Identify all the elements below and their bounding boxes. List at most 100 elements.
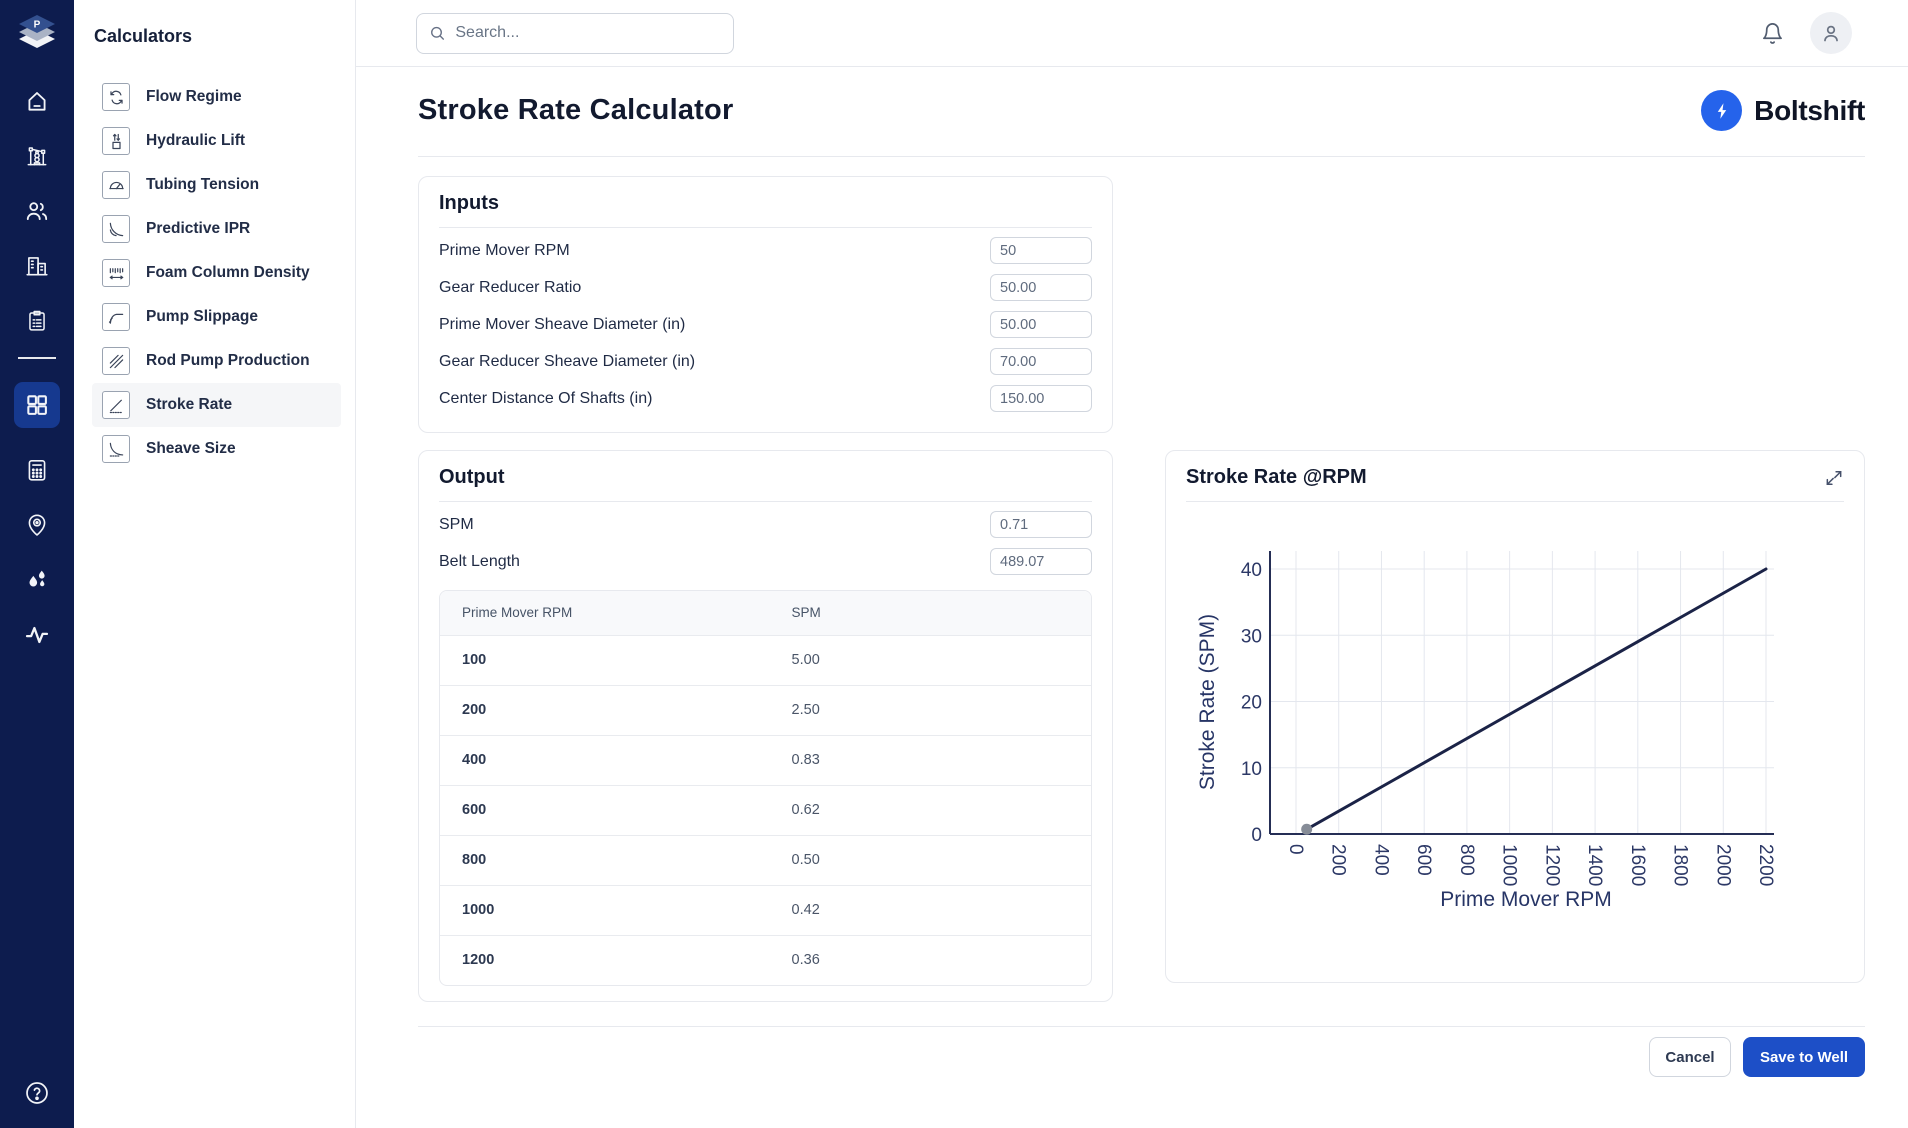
svg-text:Prime Mover RPM: Prime Mover RPM [1440,888,1612,911]
table-row: 200 2.50 [440,684,1091,735]
activity-icon[interactable] [24,622,50,648]
sidebar-item-stroke-rate[interactable]: Stroke Rate [92,383,341,427]
input-field-row: Gear Reducer Sheave Diameter (in) [439,343,1092,380]
footer-divider [418,1026,1865,1027]
output-panel: Output SPM Belt Length Prime Mover RPMSP… [418,450,1113,1002]
rpm-cell: 100 [440,634,792,685]
field-input[interactable] [990,511,1092,538]
spm-cell: 2.50 [791,684,1091,735]
svg-text:10: 10 [1241,759,1262,780]
page-title: Stroke Rate Calculator [418,94,734,126]
svg-text:40: 40 [1241,560,1262,581]
main-area: Stroke Rate Calculator Boltshift Inputs … [356,0,1908,1128]
title-divider [418,156,1865,157]
spm-cell: 0.83 [791,734,1091,785]
pumpjack-icon[interactable] [24,143,50,169]
svg-text:400: 400 [1370,844,1391,876]
user-avatar[interactable] [1810,12,1852,54]
save-to-well-button[interactable]: Save to Well [1743,1037,1865,1077]
user-icon [1824,25,1838,42]
calculator-menu: Flow Regime Hydraulic Lift Tubing Tensio… [92,75,341,471]
svg-text:30: 30 [1241,626,1262,647]
rpm-spm-table: Prime Mover RPM SPM 100 5.00 200 2.50 400… [439,590,1092,986]
field-label: Belt Length [439,552,520,570]
panels-grid: Inputs Prime Mover RPM Gear Reducer Rati… [418,176,1865,1002]
cancel-button[interactable]: Cancel [1649,1037,1731,1077]
sidebar-item-sheave-size[interactable]: Sheave Size [92,427,341,471]
brand-name: Boltshift [1754,94,1865,126]
field-label: SPM [439,515,474,533]
map-pin-icon[interactable] [24,512,50,538]
sidebar-item-label: Pump Slippage [146,308,258,325]
svg-text:1200: 1200 [1541,844,1562,886]
help-circle-icon[interactable] [24,1080,50,1106]
svg-text:0: 0 [1285,844,1306,855]
field-input[interactable] [990,237,1092,264]
rpm-cell: 200 [440,684,792,735]
rail-divider [18,357,56,359]
grid-apps-icon[interactable] [14,382,60,428]
sidebar-item-predictive-ipr[interactable]: Predictive IPR [92,207,341,251]
sidebar-item-label: Rod Pump Production [146,352,310,369]
field-label: Gear Reducer Sheave Diameter (in) [439,352,696,370]
search-box[interactable] [416,12,734,54]
table-row: 1000 0.42 [440,884,1091,935]
predictive-ipr-icon [102,215,130,243]
field-input[interactable] [990,274,1092,301]
sidebar-item-pump-slippage[interactable]: Pump Slippage [92,295,341,339]
svg-text:2000: 2000 [1712,844,1733,886]
table-header: SPM [791,591,1091,635]
field-label: Prime Mover RPM [439,241,570,259]
expand-arrows-icon[interactable] [1824,468,1844,488]
boltshift-brand: Boltshift [1701,90,1865,131]
search-icon [431,26,445,40]
rpm-cell: 1200 [440,934,792,985]
sidebar-item-label: Hydraulic Lift [146,132,246,149]
icon-rail: P [0,0,74,1128]
spm-cell: 0.50 [791,834,1091,885]
sidebar-item-label: Flow Regime [146,88,242,105]
users-icon[interactable] [24,198,50,224]
field-input[interactable] [990,385,1092,412]
clipboard-icon[interactable] [24,308,50,334]
spm-cell: 0.42 [791,884,1091,935]
pump-slippage-icon [102,303,130,331]
topbar [356,0,1908,67]
foam-column-density-icon [102,259,130,287]
rpm-cell: 400 [440,734,792,785]
calculators-sidebar: Calculators Flow Regime Hydraulic Lift T… [74,0,356,1128]
app-logo-icon[interactable]: P [15,12,59,56]
hydraulic-lift-icon [102,127,130,155]
sidebar-item-flow-regime[interactable]: Flow Regime [92,75,341,119]
home-icon[interactable] [24,88,50,114]
sidebar-title: Calculators [94,26,193,46]
sidebar-item-rod-pump-production[interactable]: Rod Pump Production [92,339,341,383]
field-input[interactable] [990,548,1092,575]
table-header: Prime Mover RPM [440,591,792,635]
output-field-row: SPM [439,506,1092,543]
spm-cell: 0.36 [791,934,1091,985]
sidebar-item-hydraulic-lift[interactable]: Hydraulic Lift [92,119,341,163]
title-row: Stroke Rate Calculator Boltshift [418,90,1865,131]
topbar-right [1761,12,1852,54]
search-input[interactable] [455,24,721,42]
svg-text:1800: 1800 [1670,844,1691,886]
sidebar-item-foam-column-density[interactable]: Foam Column Density [92,251,341,295]
sidebar-item-label: Tubing Tension [146,176,260,193]
field-input[interactable] [990,311,1092,338]
droplets-icon[interactable] [24,567,50,593]
notification-bell-icon[interactable] [1761,22,1784,45]
calculator-icon[interactable] [24,457,50,483]
sidebar-item-label: Foam Column Density [146,264,310,281]
building-icon[interactable] [24,253,50,279]
field-input[interactable] [990,348,1092,375]
input-field-row: Center Distance Of Shafts (in) [439,380,1092,417]
table-row: 1200 0.36 [440,934,1091,985]
sidebar-item-tubing-tension[interactable]: Tubing Tension [92,163,341,207]
chart-header: Stroke Rate @RPM [1186,466,1844,502]
rpm-cell: 600 [440,784,792,835]
svg-text:1000: 1000 [1499,844,1520,886]
stroke-rate-icon [102,391,130,419]
input-field-row: Gear Reducer Ratio [439,269,1092,306]
